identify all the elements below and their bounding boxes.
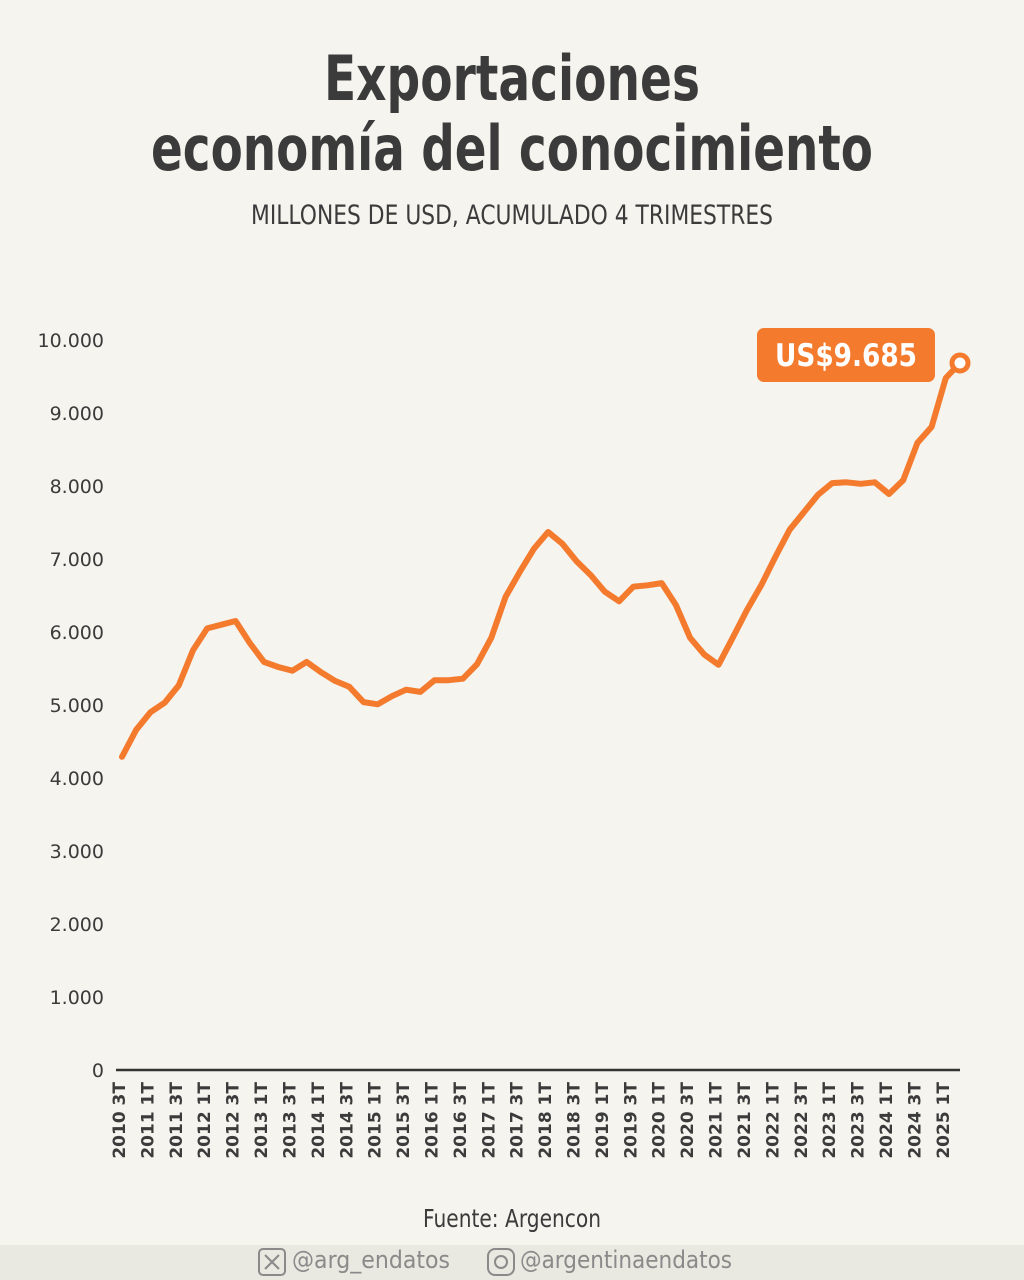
x-tick-label: 2010 3T [110, 1082, 130, 1159]
y-tick-label: 3.000 [50, 841, 104, 863]
x-tick-label: 2016 3T [451, 1082, 471, 1159]
x-tick-label: 2018 1T [536, 1082, 556, 1159]
x-tick-label: 2012 3T [224, 1082, 244, 1159]
chart-title: economía del conocimiento [151, 112, 873, 185]
value-label: US$9.685 [775, 338, 917, 374]
instagram-icon [487, 1248, 515, 1276]
x-tick-label: 2013 3T [280, 1082, 300, 1159]
x-tick-label: 2012 1T [195, 1082, 215, 1159]
x-tick-label: 2015 3T [394, 1082, 414, 1159]
x-tick-label: 2023 1T [820, 1082, 840, 1159]
data-line [119, 360, 963, 760]
social-handle: @argentinaendatos [520, 1246, 732, 1274]
x-tick-label: 2020 1T [650, 1082, 670, 1159]
x-tick-label: 2022 3T [792, 1082, 812, 1159]
x-tick-label: 2023 3T [849, 1082, 869, 1159]
x-icon [258, 1248, 286, 1276]
x-tick-label: 2016 1T [422, 1082, 442, 1159]
x-tick-label: 2014 3T [337, 1082, 357, 1159]
end-point [949, 352, 971, 374]
x-tick-label: 2013 1T [252, 1082, 272, 1159]
x-tick-label: 2011 3T [167, 1082, 187, 1159]
y-tick-label: 8.000 [50, 476, 104, 498]
x-tick-label: 2019 1T [593, 1082, 613, 1159]
chart-subtitle: MILLONES DE USD, ACUMULADO 4 TRIMESTRES [251, 200, 773, 231]
x-tick-label: 2017 3T [508, 1082, 528, 1159]
social-handle: @arg_endatos [292, 1246, 450, 1274]
y-tick-label: 9.000 [50, 403, 104, 425]
y-tick-label: 6.000 [50, 622, 104, 644]
chart-title: Exportaciones [324, 42, 700, 115]
y-tick-label: 7.000 [50, 549, 104, 571]
y-tick-label: 5.000 [50, 695, 104, 717]
y-tick-label: 4.000 [50, 768, 104, 790]
y-tick-label: 0 [92, 1060, 104, 1082]
x-tick-label: 2011 1T [138, 1082, 158, 1159]
x-tick-label: 2024 3T [905, 1082, 925, 1159]
y-tick-label: 2.000 [50, 914, 104, 936]
source: Fuente: Argencon [423, 1204, 601, 1233]
y-tick-label: 1.000 [50, 987, 104, 1009]
value-label-box [757, 327, 935, 382]
x-tick-label: 2024 1T [877, 1082, 897, 1159]
x-tick-label: 2018 3T [565, 1082, 585, 1159]
x-tick-label: 2015 1T [366, 1082, 386, 1159]
x-tick-label: 2022 1T [763, 1082, 783, 1159]
x-tick-label: 2019 3T [621, 1082, 641, 1159]
x-tick-label: 2020 3T [678, 1082, 698, 1159]
x-tick-label: 2025 1T [934, 1082, 954, 1159]
x-tick-label: 2021 3T [735, 1082, 755, 1159]
x-tick-label: 2021 1T [707, 1082, 727, 1159]
x-tick-label: 2017 1T [479, 1082, 499, 1159]
x-tick-label: 2014 1T [309, 1082, 329, 1159]
y-tick-label: 10.000 [38, 330, 104, 352]
